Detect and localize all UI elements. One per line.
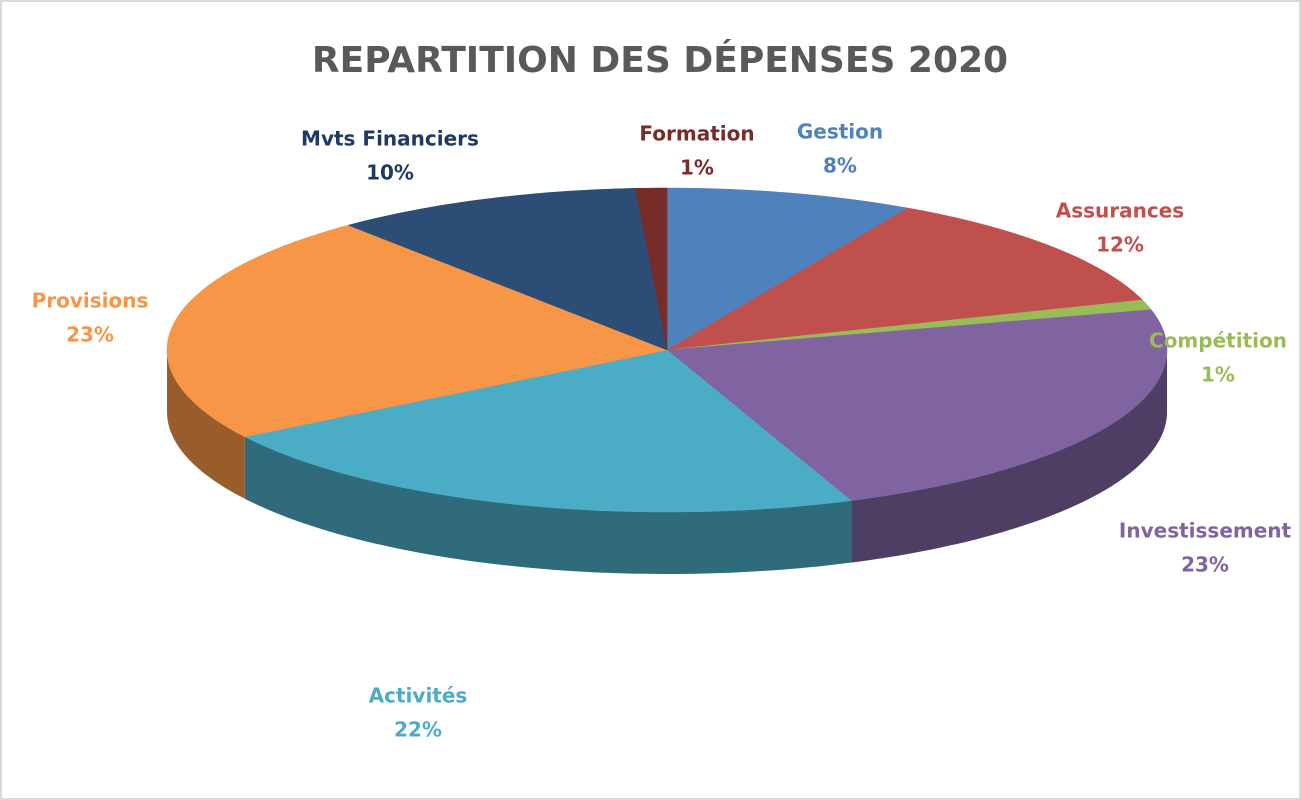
slice-side <box>851 350 1167 563</box>
slice-side <box>244 436 852 574</box>
data-label-value: 23% <box>66 323 114 347</box>
slice <box>635 187 668 351</box>
data-label-value: 8% <box>823 154 857 178</box>
slice <box>166 224 668 438</box>
data-label-name: Formation <box>639 122 754 146</box>
slice <box>666 207 1144 351</box>
data-label-name: Assurances <box>1056 199 1184 223</box>
data-label-value: 1% <box>680 156 714 180</box>
slice <box>666 309 1168 501</box>
slice-side <box>167 350 245 499</box>
data-label-name: Investissement <box>1119 519 1292 543</box>
data-label-name: Mvts Financiers <box>301 127 479 151</box>
data-label-name: Provisions <box>32 289 149 313</box>
slice <box>244 349 852 513</box>
slice <box>666 187 909 351</box>
data-label-name: Gestion <box>797 120 883 144</box>
data-label-value: 22% <box>394 718 442 742</box>
data-label-value: 12% <box>1096 233 1144 257</box>
chart-title: REPARTITION DES DÉPENSES 2020 <box>312 39 1008 81</box>
data-label-value: 10% <box>366 161 414 185</box>
data-label-name: Compétition <box>1149 329 1287 353</box>
slice <box>347 188 668 351</box>
data-label-value: 23% <box>1181 553 1229 577</box>
data-label-value: 1% <box>1201 363 1235 387</box>
data-label-name: Activités <box>369 684 468 708</box>
